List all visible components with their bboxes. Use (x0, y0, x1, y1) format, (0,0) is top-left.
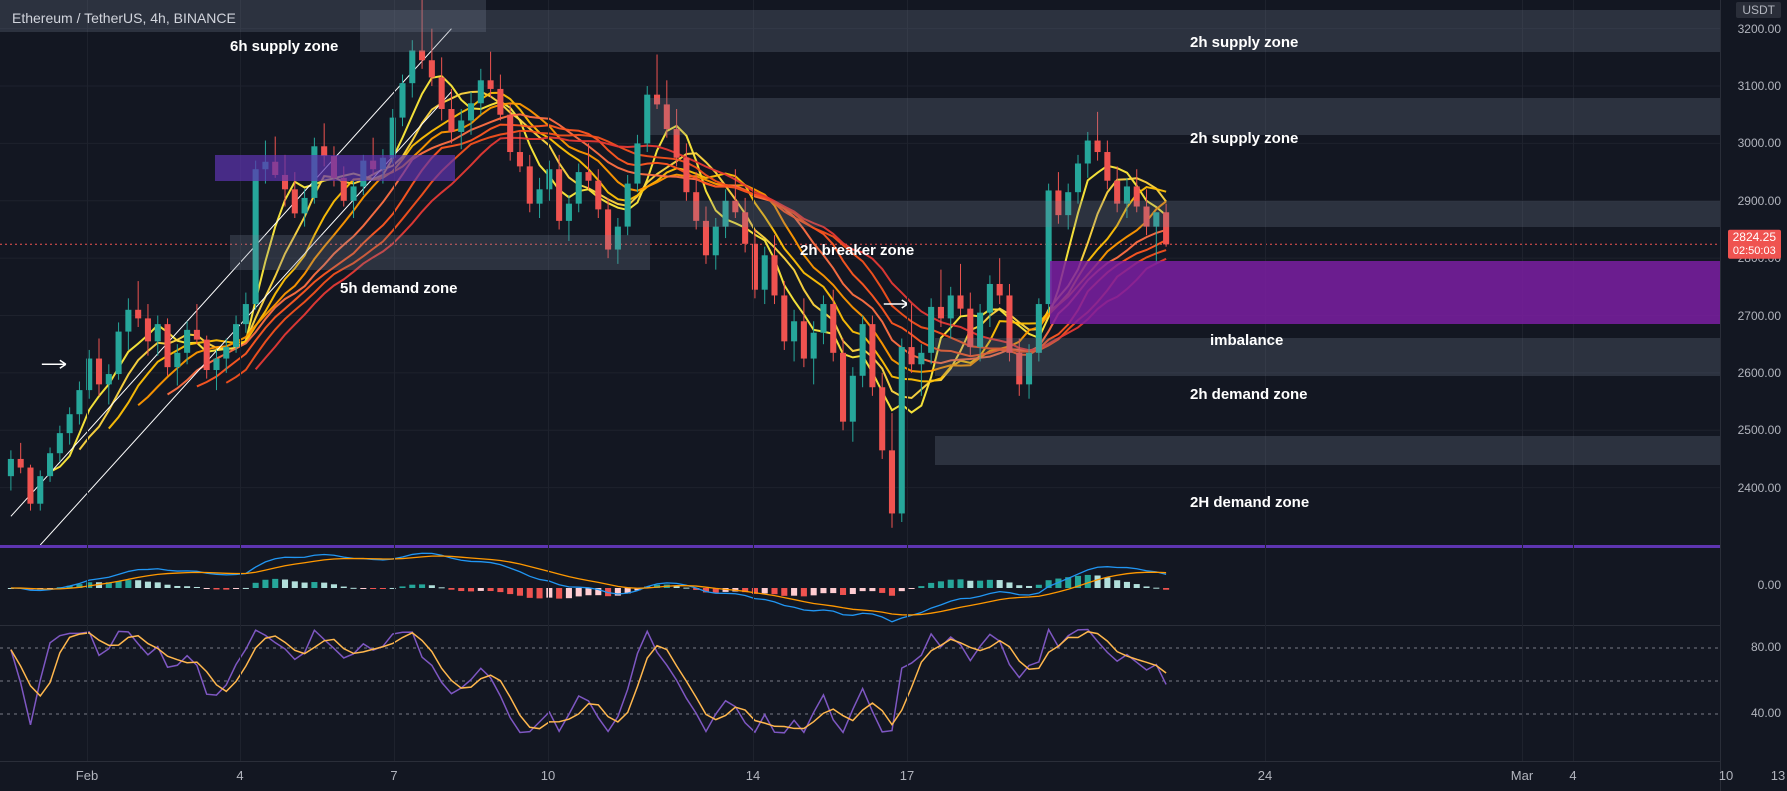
x-tick: 10 (1719, 768, 1733, 783)
x-tick: 17 (900, 768, 914, 783)
last-price-value: 2824.25 (1733, 231, 1776, 245)
time-axis[interactable]: Feb4710141724Mar41013 (0, 761, 1720, 791)
gridline-v (240, 0, 241, 761)
y-tick: 2500.00 (1738, 423, 1781, 437)
zone-z3 (650, 98, 1720, 135)
x-tick: Mar (1511, 768, 1533, 783)
x-tick: 4 (1569, 768, 1576, 783)
stoch-tick: 40.00 (1751, 706, 1781, 720)
y-tick: 2600.00 (1738, 366, 1781, 380)
bar-countdown: 02:50:03 (1733, 245, 1776, 258)
macd-zero-tick: 0.00 (1758, 578, 1781, 592)
symbol-label: Ethereum / TetherUS, 4h, BINANCE (12, 10, 236, 26)
gridline-v (548, 0, 549, 761)
zone-z2 (360, 10, 1720, 51)
y-tick: 2400.00 (1738, 481, 1781, 495)
y-tick: 3200.00 (1738, 22, 1781, 36)
zone-label-z5: 2h breaker zone (800, 242, 914, 259)
x-tick: 14 (746, 768, 760, 783)
y-tick: 3000.00 (1738, 136, 1781, 150)
zone-z5 (660, 201, 1720, 227)
x-tick: 10 (541, 768, 555, 783)
zone-label-z1: 6h supply zone (230, 38, 338, 55)
last-price-tag: 2824.25 02:50:03 (1728, 230, 1781, 258)
gridline-v (394, 0, 395, 761)
stochastic-pane[interactable] (0, 625, 1720, 735)
gridline-v (87, 0, 88, 761)
zone-label-z6: 2h demand zone (1190, 386, 1308, 403)
price-unit-label: USDT (1736, 2, 1781, 18)
price-axis[interactable]: USDT 3200.003100.003000.002900.002800.00… (1720, 0, 1787, 791)
stoch-tick: 80.00 (1751, 640, 1781, 654)
x-tick: 24 (1258, 768, 1272, 783)
macd-pane[interactable] (0, 545, 1720, 625)
y-tick: 3100.00 (1738, 79, 1781, 93)
x-tick: Feb (76, 768, 98, 783)
zone-z7 (935, 436, 1720, 465)
x-tick: 13 (1771, 768, 1785, 783)
demand-box-purple (215, 155, 455, 181)
y-tick: 2900.00 (1738, 194, 1781, 208)
imbalance-zone (1050, 261, 1720, 324)
zone-z4 (230, 235, 650, 269)
zone-label-z4: 5h demand zone (340, 280, 458, 297)
imbalance-label: imbalance (1210, 332, 1283, 349)
zone-z6 (935, 338, 1720, 375)
zone-label-z7: 2H demand zone (1190, 494, 1309, 511)
zone-label-z3: 2h supply zone (1190, 130, 1298, 147)
zone-label-z2: 2h supply zone (1190, 34, 1298, 51)
x-tick: 4 (236, 768, 243, 783)
y-tick: 2700.00 (1738, 309, 1781, 323)
x-tick: 7 (390, 768, 397, 783)
